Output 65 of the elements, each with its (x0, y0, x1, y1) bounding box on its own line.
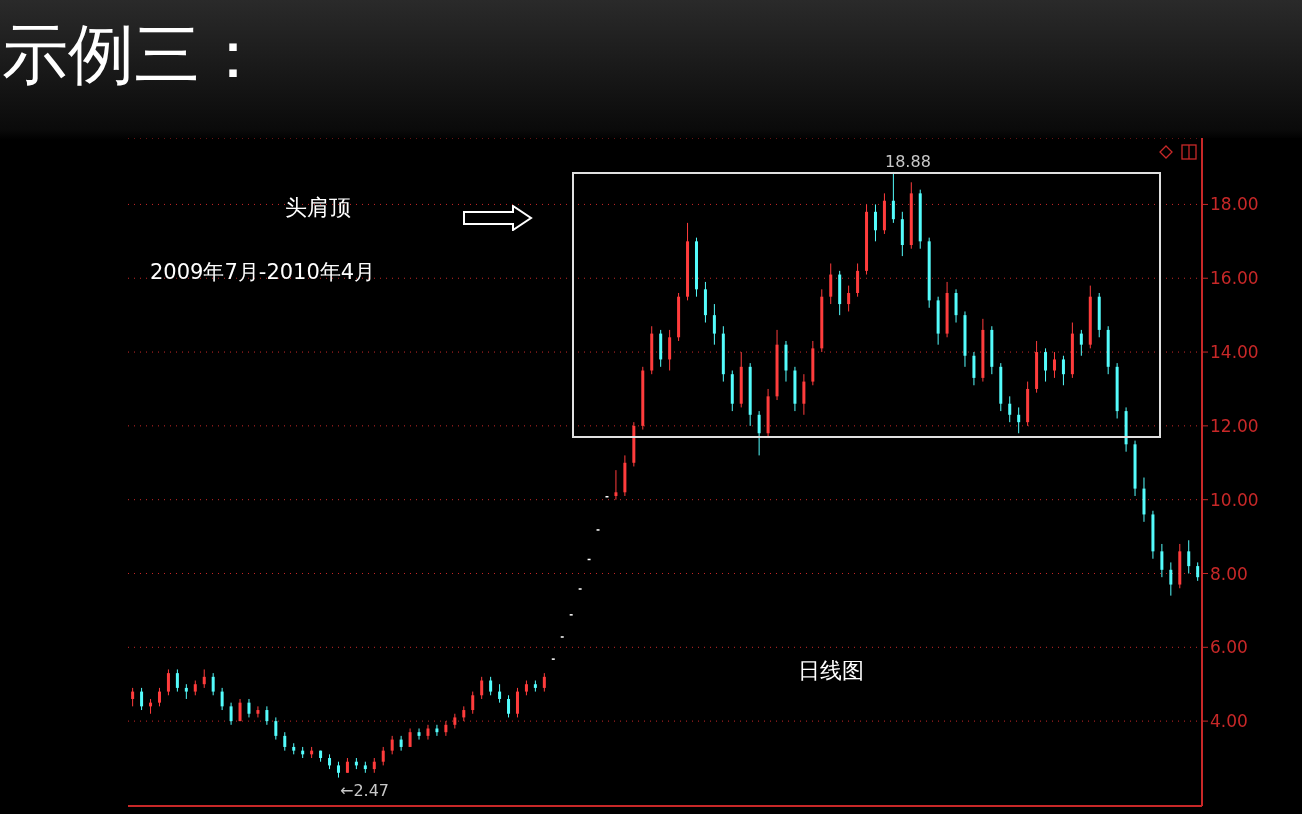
candlestick (435, 724, 439, 737)
candlestick (157, 687, 161, 707)
y-tick-label: 8.00 (1210, 563, 1248, 584)
candlestick (1052, 351, 1056, 379)
y-tick-label: 4.00 (1210, 711, 1248, 732)
y-tick-label: 6.00 (1210, 637, 1248, 658)
annotation: 日线图 (798, 657, 864, 685)
candlestick (265, 705, 269, 726)
candlestick (480, 676, 484, 700)
candlestick (399, 735, 403, 752)
candlestick (614, 469, 618, 501)
candlestick (829, 262, 833, 305)
candlestick (229, 702, 233, 726)
candlestick (489, 676, 493, 696)
candlestick (211, 672, 215, 696)
candlestick (444, 720, 448, 737)
annotation: 头肩顶 (285, 194, 351, 222)
candlestick (247, 698, 251, 718)
candlestick (873, 203, 877, 242)
candlestick (1160, 543, 1164, 578)
candlestick (381, 746, 385, 766)
candlestick (1169, 561, 1173, 597)
candlestick (283, 731, 287, 752)
candlestick (954, 288, 958, 324)
candlestick (757, 410, 761, 456)
candlestick (417, 728, 421, 741)
candlestick (668, 329, 672, 372)
candlestick (1017, 406, 1021, 434)
candlestick (712, 303, 716, 346)
annotation: ←2.47 (340, 781, 390, 800)
candlestick (1079, 329, 1083, 357)
candlestick (220, 687, 224, 711)
candlestick (426, 724, 430, 741)
candlestick (972, 351, 976, 386)
candlestick (274, 716, 278, 741)
candlestick (256, 705, 260, 718)
candlestick (515, 687, 519, 718)
y-tick-label: 14.00 (1210, 342, 1259, 363)
candlestick (507, 694, 511, 718)
annotation: 18.88 (885, 152, 931, 171)
candlestick (1008, 395, 1012, 423)
candlestick (202, 668, 206, 689)
candlestick (1187, 539, 1191, 574)
y-tick-label: 12.00 (1210, 415, 1259, 436)
candlestick (891, 171, 895, 224)
candlestick (1044, 347, 1048, 383)
candlestick (175, 668, 179, 693)
candlestick (856, 262, 860, 298)
y-tick-label: 16.00 (1210, 268, 1259, 289)
candlestick (1061, 355, 1065, 386)
candlestick (166, 668, 170, 696)
candlestick (390, 735, 394, 755)
candlestick (802, 373, 806, 416)
annotation: 2009年7月-2010年4月 (150, 259, 376, 286)
candlestick (471, 691, 475, 715)
candlestick (498, 683, 502, 704)
chart-title: 示例三： (2, 15, 266, 95)
candlestick (140, 687, 144, 711)
y-tick-label: 10.00 (1210, 489, 1259, 510)
candlestick (1196, 561, 1200, 582)
candlestick (131, 687, 135, 707)
candlestick (847, 285, 851, 312)
y-tick-label: 18.00 (1210, 194, 1259, 215)
candlestick (408, 728, 412, 748)
candlestick (542, 672, 546, 693)
